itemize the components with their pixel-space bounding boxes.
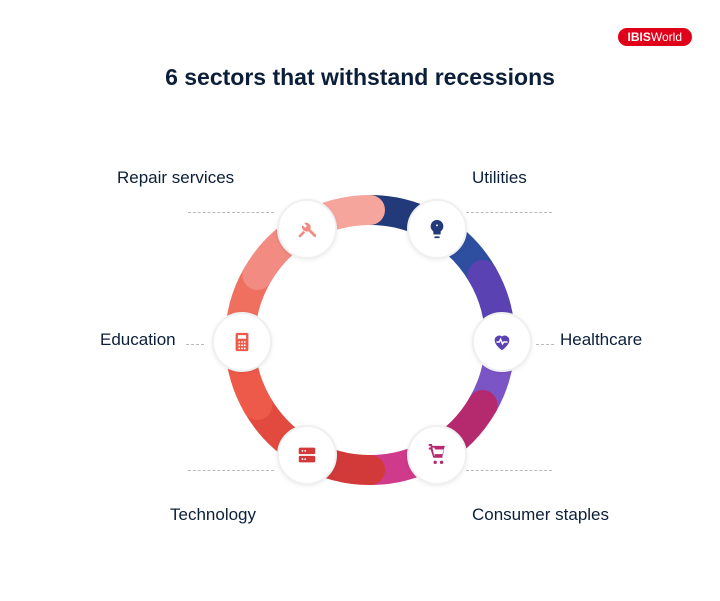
ring-segment [305, 210, 370, 227]
label-healthcare: Healthcare [560, 330, 642, 350]
brand-name-light: World [651, 31, 682, 43]
cart-icon [426, 444, 448, 466]
ring-segment [435, 405, 483, 453]
ring-segment [370, 453, 435, 470]
ring-segment [257, 227, 305, 275]
node-utilities [407, 199, 467, 259]
leader-line [186, 344, 204, 345]
ring-segment [305, 453, 370, 470]
leader-line [188, 470, 274, 471]
ring-segment [370, 210, 435, 227]
label-technology: Technology [170, 505, 256, 525]
tools-icon [296, 218, 318, 240]
node-education [212, 312, 272, 372]
calculator-icon [231, 331, 253, 353]
leader-line [466, 212, 552, 213]
leader-line [188, 212, 274, 213]
label-utilities: Utilities [472, 168, 527, 188]
node-technology [277, 425, 337, 485]
brand-name-bold: IBIS [628, 31, 651, 43]
brand-logo: IBISWorld [618, 28, 692, 46]
leader-line [536, 344, 554, 345]
label-consumer-staples: Consumer staples [472, 505, 609, 525]
lightbulb-icon [426, 218, 448, 240]
server-icon [296, 444, 318, 466]
page-title: 6 sectors that withstand recessions [0, 64, 720, 91]
label-repair-services: Repair services [117, 168, 234, 188]
label-education: Education [100, 330, 176, 350]
ring-segment [483, 275, 500, 340]
ring-segment [240, 275, 257, 340]
node-repair-services [277, 199, 337, 259]
heart-pulse-icon [491, 331, 513, 353]
ring-segment [257, 405, 305, 453]
leader-line [466, 470, 552, 471]
node-consumer-staples [407, 425, 467, 485]
ring-segment [483, 340, 500, 405]
ring-segment [240, 340, 257, 405]
ring-segment [435, 227, 483, 275]
node-healthcare [472, 312, 532, 372]
